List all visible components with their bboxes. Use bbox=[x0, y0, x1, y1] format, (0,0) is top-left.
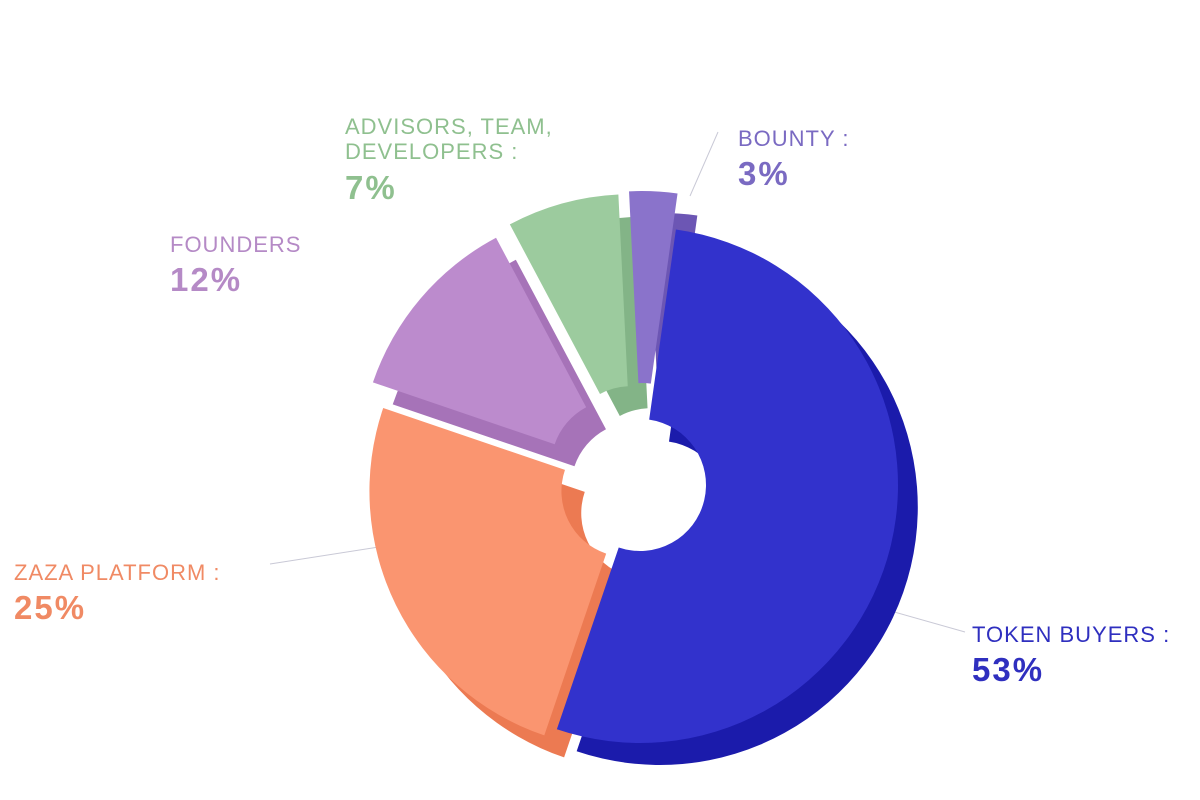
label-name: ZAZA PLATFORM : bbox=[14, 560, 221, 585]
label-advisors-team-developers: ADVISORS, TEAM, DEVELOPERS : 7% bbox=[345, 114, 553, 207]
label-token-buyers: TOKEN BUYERS : 53% bbox=[972, 622, 1170, 689]
slice-bounty bbox=[629, 191, 678, 384]
label-name-line-1: ADVISORS, TEAM, bbox=[345, 114, 553, 139]
label-name-line-2: DEVELOPERS : bbox=[345, 139, 519, 165]
leader-line bbox=[689, 131, 719, 197]
label-value: 12% bbox=[170, 261, 243, 299]
label-value: 3% bbox=[738, 155, 790, 193]
label-value: 7% bbox=[345, 168, 397, 206]
label-zaza-platform: ZAZA PLATFORM : 25% bbox=[14, 560, 221, 627]
label-value: 53% bbox=[972, 651, 1045, 689]
slice-advisors-team-developers bbox=[509, 194, 628, 394]
slice-zaza-platform bbox=[369, 408, 607, 736]
label-name: FOUNDERS bbox=[170, 232, 302, 257]
label-bounty: BOUNTY : 3% bbox=[738, 126, 850, 193]
label-name: BOUNTY : bbox=[738, 126, 850, 151]
leader-line bbox=[269, 545, 386, 565]
slice-founders bbox=[372, 237, 587, 445]
label-founders: FOUNDERS 12% bbox=[170, 232, 301, 299]
label-name: TOKEN BUYERS : bbox=[972, 622, 1171, 647]
slice-token-buyers bbox=[556, 229, 898, 743]
slice-tops bbox=[369, 191, 898, 743]
label-value: 25% bbox=[14, 589, 87, 627]
